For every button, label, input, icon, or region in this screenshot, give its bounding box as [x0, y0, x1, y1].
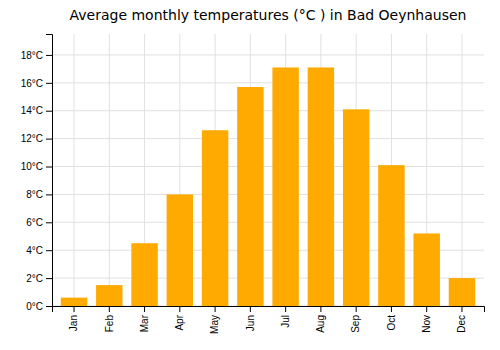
- x-tick-mark: [461, 306, 462, 312]
- x-tick: Jan: [68, 306, 79, 331]
- x-tick-label: Nov: [421, 315, 432, 333]
- y-tick-mark: [46, 83, 52, 84]
- y-tick-label: 10°C: [21, 161, 43, 172]
- chart: Jan Feb Mar Apr May Jun Jul Aug Sep Oct Nov Dec 0°C 2…: [0, 0, 500, 350]
- y-tick-label: 4°C: [26, 245, 43, 256]
- y-tick-label: 0°C: [26, 301, 43, 312]
- x-tick-mark: [109, 306, 110, 312]
- grid-line-x: [74, 34, 75, 306]
- y-tick: 12°C: [21, 133, 52, 144]
- x-tick-mark: [215, 306, 216, 312]
- bar: [237, 87, 263, 306]
- x-tick: May: [209, 306, 220, 334]
- x-tick-label: Oct: [386, 315, 397, 331]
- bar: [131, 243, 157, 306]
- x-tick-mark: [391, 306, 392, 312]
- grid-line-x: [109, 34, 110, 306]
- x-tick: Feb: [104, 306, 115, 332]
- y-tick-mark: [46, 139, 52, 140]
- y-axis-line: [46, 35, 53, 307]
- bar: [167, 194, 193, 306]
- bar: [378, 165, 404, 306]
- x-tick-label: Mar: [139, 314, 150, 332]
- grid-line-x: [461, 34, 462, 306]
- grid-line-y: [52, 222, 484, 223]
- y-tick-mark: [46, 111, 52, 112]
- x-tick-mark: [144, 306, 145, 312]
- bar: [61, 298, 87, 306]
- y-tick: 8°C: [26, 189, 52, 200]
- x-tick: Sep: [350, 306, 361, 333]
- y-axis: 0°C 2°C 4°C 6°C 8°C 10°C 12°C 14°C 16°C 18°C: [21, 35, 53, 312]
- x-tick: Apr: [174, 306, 185, 331]
- bar: [449, 278, 475, 306]
- x-axis-line: [53, 307, 485, 313]
- y-tick: 0°C: [26, 301, 52, 312]
- y-tick-label: 2°C: [26, 273, 43, 284]
- x-tick: Mar: [139, 306, 150, 332]
- x-tick-label: Apr: [174, 314, 185, 330]
- x-tick-label: Sep: [350, 315, 361, 333]
- x-tick: Oct: [386, 306, 397, 331]
- grid-line-y: [52, 82, 484, 83]
- bar: [308, 67, 334, 306]
- y-tick: 14°C: [21, 105, 52, 116]
- bar: [202, 130, 228, 306]
- y-tick-mark: [46, 222, 52, 223]
- bar: [96, 285, 122, 306]
- x-tick: Jul: [280, 306, 291, 328]
- y-tick-mark: [46, 194, 52, 195]
- x-tick-mark: [179, 306, 180, 312]
- x-tick-label: May: [209, 315, 220, 334]
- grid-line-y: [52, 54, 484, 55]
- grid-line-y: [52, 194, 484, 195]
- title: Average monthly temperatures (°C ) in Ba…: [70, 7, 467, 23]
- x-tick-label: Feb: [104, 315, 115, 333]
- x-tick-mark: [320, 306, 321, 312]
- y-tick: 10°C: [21, 161, 52, 172]
- y-tick: 4°C: [26, 245, 52, 256]
- x-tick-label: Aug: [315, 315, 326, 333]
- bars: [61, 67, 475, 306]
- x-tick: Jun: [245, 306, 256, 331]
- y-tick-label: 6°C: [26, 217, 43, 228]
- bar: [272, 67, 298, 306]
- y-tick: 6°C: [26, 217, 52, 228]
- x-tick-label: Jul: [280, 315, 291, 328]
- y-tick-mark: [46, 250, 52, 251]
- x-tick-label: Jun: [245, 315, 256, 331]
- bar: [343, 109, 369, 306]
- x-tick-mark: [285, 306, 286, 312]
- y-tick-label: 16°C: [21, 78, 43, 89]
- grid-line-y: [52, 138, 484, 139]
- grid-line-y: [52, 166, 484, 167]
- y-tick: 16°C: [21, 78, 52, 89]
- y-tick-mark: [46, 167, 52, 168]
- y-tick-label: 14°C: [21, 105, 43, 116]
- x-axis: Jan Feb Mar Apr May Jun Jul Aug Sep Oct Nov Dec: [53, 306, 485, 334]
- y-tick: 18°C: [21, 50, 52, 61]
- bar: [413, 233, 439, 306]
- x-tick-mark: [356, 306, 357, 312]
- y-tick-mark: [46, 278, 52, 279]
- x-tick-label: Jan: [68, 315, 79, 331]
- y-tick-label: 18°C: [21, 50, 43, 61]
- y-tick-label: 12°C: [21, 133, 43, 144]
- grid: [52, 34, 484, 306]
- x-tick: Nov: [421, 306, 432, 333]
- grid-line-y: [52, 110, 484, 111]
- y-tick-mark: [46, 306, 52, 307]
- y-tick: 2°C: [26, 273, 52, 284]
- x-tick-mark: [250, 306, 251, 312]
- y-tick-mark: [46, 55, 52, 56]
- x-tick: Dec: [456, 306, 467, 333]
- x-tick-mark: [426, 306, 427, 312]
- y-tick-label: 8°C: [26, 189, 43, 200]
- x-tick-label: Dec: [456, 315, 467, 333]
- x-tick-mark: [74, 306, 75, 312]
- x-tick: Aug: [315, 306, 326, 333]
- plot: Jan Feb Mar Apr May Jun Jul Aug Sep Oct Nov Dec 0°C 2…: [21, 34, 485, 334]
